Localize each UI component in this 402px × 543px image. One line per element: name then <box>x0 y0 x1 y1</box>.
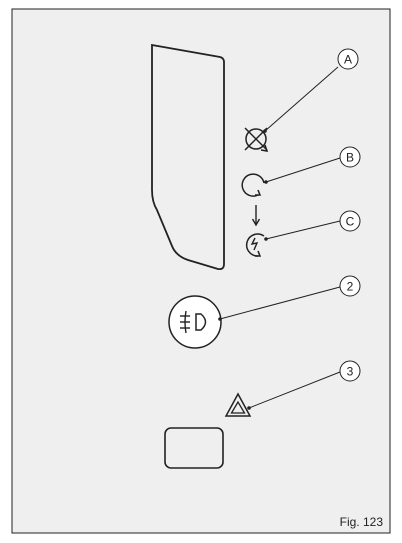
callout-c: C <box>339 210 361 232</box>
leader-line-b <box>265 157 341 183</box>
leader-line-a <box>264 66 339 132</box>
leader-dot-2 <box>218 317 222 321</box>
callout-b-label: B <box>346 151 354 165</box>
instrument-cluster-panel <box>151 43 225 271</box>
callout-3: 3 <box>339 360 361 382</box>
circular-arrow-icon <box>241 173 265 197</box>
leader-dot-a <box>263 129 267 133</box>
leader-line-2 <box>219 286 341 320</box>
leader-line-3 <box>248 371 341 409</box>
circular-arrow-flash-icon <box>245 233 265 257</box>
callout-3-label: 3 <box>347 365 354 379</box>
figure-caption: Fig. 123 <box>340 515 384 529</box>
callout-a: A <box>337 48 359 70</box>
front-fog-light-icon <box>168 295 222 349</box>
leader-dot-b <box>264 180 268 184</box>
callout-b: B <box>339 146 361 168</box>
leader-dot-3 <box>247 406 251 410</box>
leader-line-c <box>265 220 341 240</box>
leader-dot-c <box>264 237 268 241</box>
callout-2: 2 <box>339 275 361 297</box>
hazard-switch-button <box>164 427 224 469</box>
hazard-warning-icon <box>224 392 252 417</box>
transition-arrow <box>251 205 261 227</box>
callout-a-label: A <box>344 53 352 67</box>
callout-c-label: C <box>346 215 355 229</box>
callout-2-label: 2 <box>347 280 354 294</box>
